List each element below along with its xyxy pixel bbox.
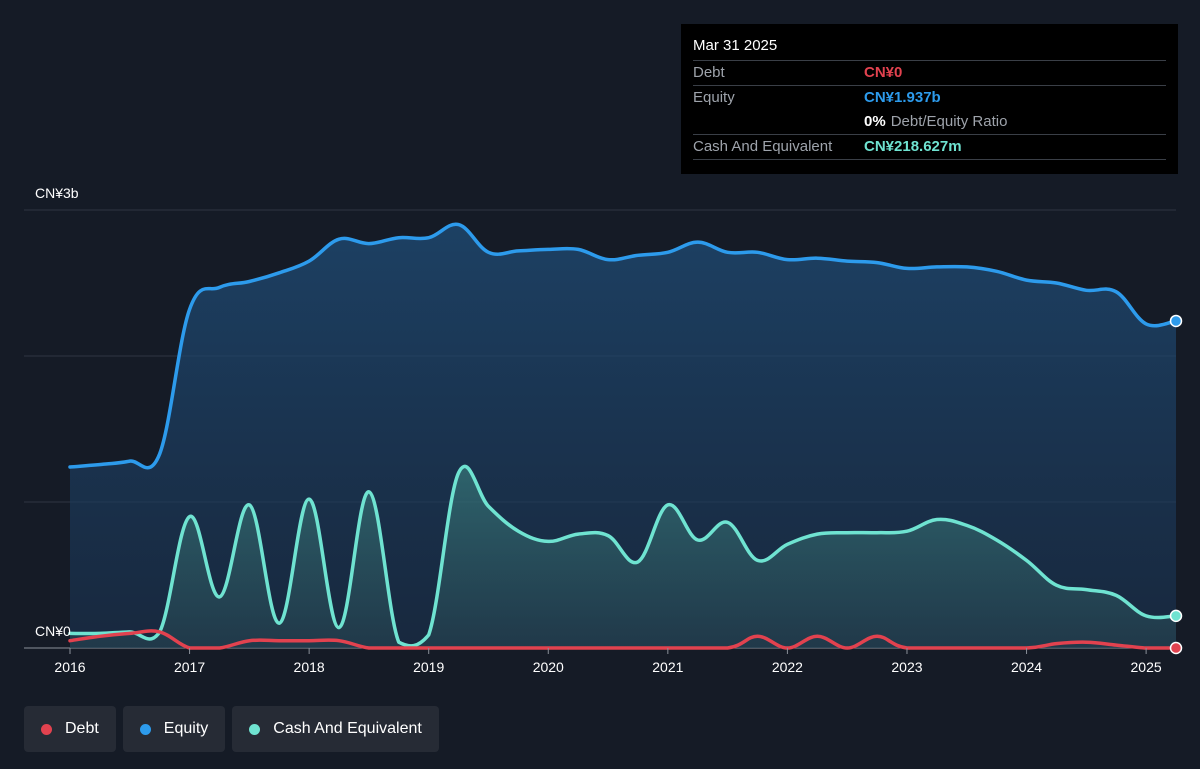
equity-dot-icon (139, 723, 151, 735)
x-axis: 2016 2017 2018 2019 2020 2021 2022 2023 2024 2025 (54, 648, 1162, 675)
equity-line (68, 222, 1178, 470)
x-tick-label-2018: 2018 (294, 659, 325, 675)
series-layer (68, 222, 1183, 655)
x-tick-label-2025: 2025 (1131, 659, 1162, 675)
chart-tooltip: Mar 31 2025 Debt CN¥0 Equity CN¥1.937b 0… (681, 24, 1178, 174)
y-axis-bottom-label: CN¥0 (35, 623, 71, 639)
tooltip-row-ratio: 0% Debt/Equity Ratio (693, 110, 1166, 134)
tooltip-equity-label: Equity (693, 89, 735, 106)
tooltip-ratio-label: Debt/Equity Ratio (890, 113, 1008, 130)
tooltip-ratio-spacer (693, 110, 864, 134)
tooltip-row-equity: Equity CN¥1.937b (693, 85, 1166, 110)
cash-end-marker[interactable] (1169, 609, 1183, 623)
tooltip-equity-value: CN¥1.937b (864, 89, 941, 106)
debt-end-marker[interactable] (1169, 641, 1183, 655)
y-axis-top-label: CN¥3b (35, 185, 79, 201)
legend-item-debt[interactable]: Debt (24, 706, 116, 752)
tooltip-ratio-value: 0% (864, 113, 886, 130)
x-tick-label-2019: 2019 (413, 659, 444, 675)
tooltip-cash-label: Cash And Equivalent (693, 138, 833, 155)
debt-dot-icon (41, 723, 52, 735)
tooltip-debt-value: CN¥0 (864, 64, 903, 81)
x-tick-label-2021: 2021 (652, 659, 683, 675)
x-tick-label-2017: 2017 (174, 659, 205, 675)
cash-line (68, 464, 1178, 648)
cash-area (70, 466, 1176, 648)
tooltip-debt-label: Debt (693, 64, 725, 81)
x-tick-label-2023: 2023 (891, 659, 922, 675)
tooltip-row-cash: Cash And Equivalent CN¥218.627m (693, 134, 1166, 160)
legend-equity-label: Equity (163, 720, 209, 737)
chart-legend: Debt Equity Cash And Equivalent (24, 706, 439, 752)
x-tick-label-2020: 2020 (533, 659, 564, 675)
legend-cash-label: Cash And Equivalent (273, 720, 422, 737)
x-tick-label-2016: 2016 (54, 659, 85, 675)
legend-debt-label: Debt (65, 720, 99, 737)
equity-end-marker[interactable] (1169, 314, 1183, 328)
tooltip-row-debt: Debt CN¥0 (693, 60, 1166, 85)
tooltip-date: Mar 31 2025 (693, 37, 778, 54)
x-tick-label-2022: 2022 (772, 659, 803, 675)
legend-item-equity[interactable]: Equity (122, 706, 226, 752)
x-tick-label-2024: 2024 (1011, 659, 1042, 675)
legend-item-cash[interactable]: Cash And Equivalent (232, 706, 439, 752)
cash-dot-icon (249, 723, 261, 735)
tooltip-cash-value: CN¥218.627m (864, 138, 962, 155)
